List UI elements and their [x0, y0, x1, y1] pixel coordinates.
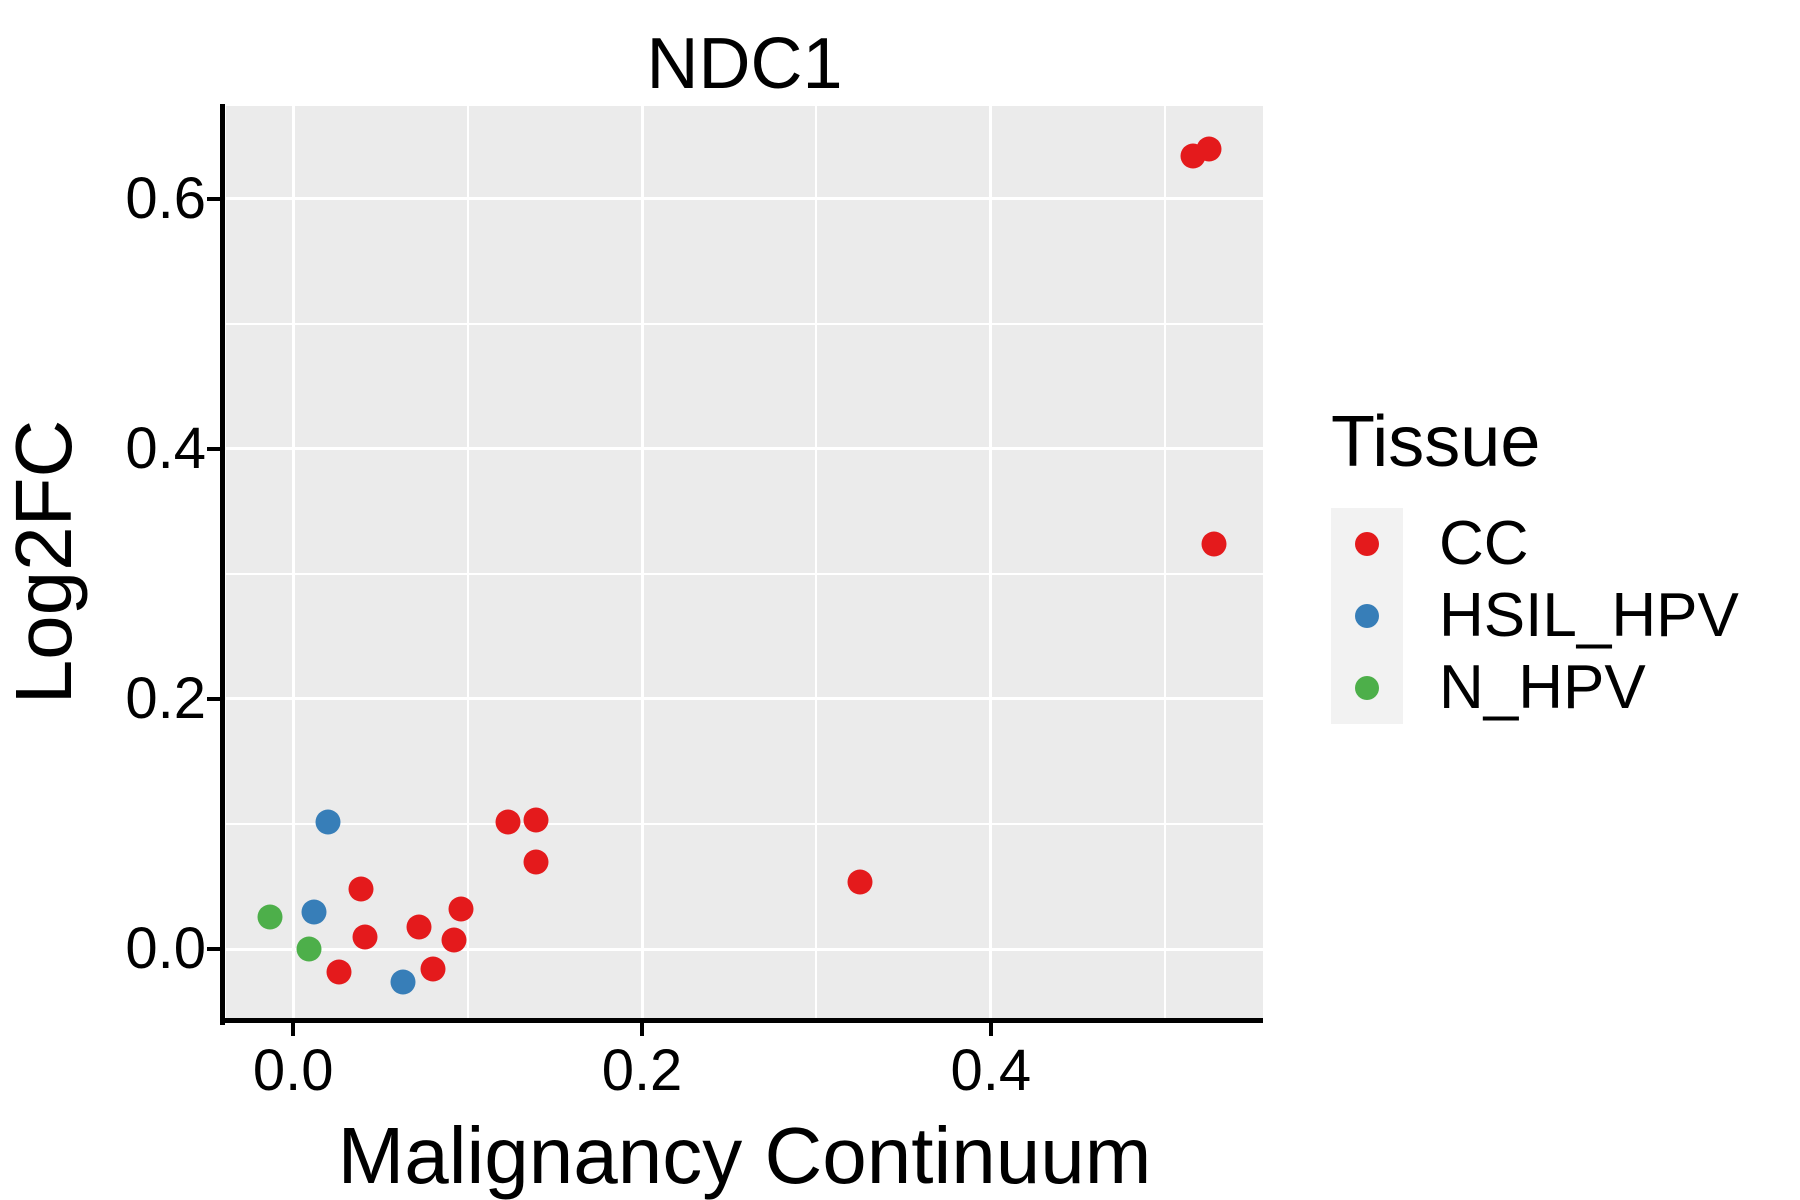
legend-dot-icon — [1355, 604, 1379, 628]
data-point-cc — [406, 914, 432, 940]
y-major-gridline — [226, 447, 1263, 451]
data-point-cc — [448, 896, 474, 922]
legend-item-label: N_HPV — [1439, 653, 1646, 722]
y-tick-label: 0.2 — [125, 665, 206, 731]
x-axis-title: Malignancy Continuum — [337, 1111, 1152, 1200]
x-major-gridline — [989, 106, 993, 1018]
y-major-gridline — [226, 197, 1263, 201]
legend-key — [1331, 508, 1403, 580]
data-point-hsil_hpv — [315, 809, 341, 835]
legend-title: Tissue — [1331, 402, 1541, 482]
x-tick-mark — [640, 1023, 645, 1036]
legend-key — [1331, 652, 1403, 724]
legend-item-label: CC — [1439, 509, 1529, 578]
data-point-n_hpv — [296, 936, 322, 962]
y-axis-line — [220, 104, 225, 1025]
legend-dot-icon — [1355, 676, 1379, 700]
legend-item-n_hpv: N_HPV — [1331, 652, 1739, 724]
data-point-cc — [495, 809, 521, 835]
x-tick-mark — [291, 1023, 296, 1036]
y-minor-gridline — [226, 322, 1263, 325]
data-point-cc — [847, 869, 873, 895]
data-point-cc — [420, 956, 446, 982]
y-tick-label: 0.6 — [125, 165, 206, 231]
x-tick-label: 0.4 — [950, 1038, 1032, 1103]
x-major-gridline — [640, 106, 644, 1018]
x-tick-mark — [988, 1023, 993, 1036]
y-tick-mark — [207, 696, 220, 701]
x-axis-line — [220, 1018, 1263, 1023]
data-point-cc — [1196, 136, 1222, 162]
data-point-cc — [352, 924, 378, 950]
y-tick-label: 0.0 — [125, 916, 206, 982]
y-minor-gridline — [226, 823, 1263, 826]
y-tick-mark — [207, 196, 220, 201]
legend-item-hsil_hpv: HSIL_HPV — [1331, 580, 1739, 652]
y-tick-mark — [207, 947, 220, 952]
x-minor-gridline — [466, 106, 469, 1018]
data-point-cc — [1201, 531, 1227, 557]
x-major-gridline — [291, 106, 295, 1018]
data-point-cc — [441, 927, 467, 953]
y-axis-title: Log2FC — [0, 419, 88, 705]
legend: Tissue CC HSIL_HPV N_HPV — [1331, 406, 1739, 724]
y-major-gridline — [226, 697, 1263, 701]
y-minor-gridline — [226, 572, 1263, 575]
y-major-gridline — [226, 947, 1263, 951]
plot-title: NDC1 — [646, 24, 843, 104]
plot-panel — [226, 106, 1263, 1018]
data-point-hsil_hpv — [390, 969, 416, 995]
legend-items: CC HSIL_HPV N_HPV — [1331, 508, 1739, 724]
data-point-cc — [523, 849, 549, 875]
legend-item-cc: CC — [1331, 508, 1739, 580]
data-point-cc — [348, 876, 374, 902]
y-tick-label: 0.4 — [125, 415, 206, 481]
legend-item-label: HSIL_HPV — [1439, 581, 1739, 650]
data-point-cc — [523, 807, 549, 833]
x-minor-gridline — [1164, 106, 1167, 1018]
x-minor-gridline — [815, 106, 818, 1018]
x-tick-label: 0.0 — [252, 1038, 334, 1103]
y-tick-mark — [207, 446, 220, 451]
x-tick-label: 0.2 — [601, 1038, 683, 1103]
data-point-n_hpv — [257, 904, 283, 930]
data-point-hsil_hpv — [301, 899, 327, 925]
legend-key — [1331, 580, 1403, 652]
data-point-cc — [326, 959, 351, 985]
legend-dot-icon — [1355, 532, 1379, 556]
